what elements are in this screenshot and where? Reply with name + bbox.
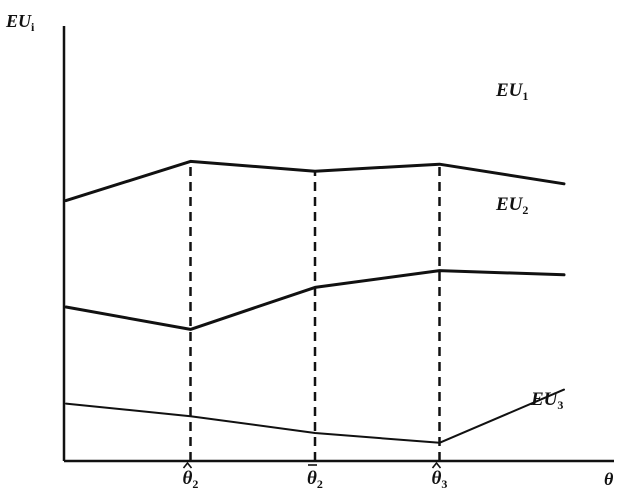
hat-mark	[182, 461, 193, 469]
guide-lines	[189, 161, 441, 461]
series-label-main: EU	[495, 80, 524, 101]
x-tick-subscript: 2	[192, 477, 198, 490]
series-label-main: EU	[530, 389, 559, 410]
x-tick-labels: θ2 θ2 θ3	[182, 461, 448, 490]
x-tick-symbol: θ	[183, 468, 193, 489]
series-label-eu2: EU2	[495, 194, 528, 217]
x-tick-symbol: θ	[307, 468, 317, 489]
y-axis-title-sub: i	[31, 20, 35, 34]
series-label-eu3: EU3	[530, 389, 563, 412]
series-group	[64, 159, 566, 444]
x-tick-label-3: θ3	[431, 461, 448, 490]
series-label-sub: 2	[522, 203, 528, 217]
series-label-sub: 1	[522, 89, 528, 103]
series-label-eu1: EU1	[495, 80, 528, 103]
x-tick-symbol: θ	[432, 468, 442, 489]
hat-mark	[431, 461, 442, 469]
svg-text:EUi: EUi	[5, 11, 35, 34]
svg-text:θ2: θ2	[183, 468, 199, 490]
series-line-eu1	[64, 159, 566, 203]
y-axis-title-main: EU	[5, 11, 32, 31]
x-tick-subscript: 3	[441, 477, 447, 490]
series-label-main: EU	[495, 194, 524, 215]
series-label-sub: 3	[557, 398, 563, 412]
svg-text:θ3: θ3	[432, 468, 448, 490]
svg-text:θ2: θ2	[307, 468, 323, 490]
x-axis-title: θ	[604, 469, 614, 489]
x-tick-label-2: θ2	[307, 464, 323, 490]
y-axis-title: EUi	[5, 11, 35, 34]
x-tick-label-1: θ2	[182, 461, 199, 490]
x-tick-subscript: 2	[317, 477, 323, 490]
